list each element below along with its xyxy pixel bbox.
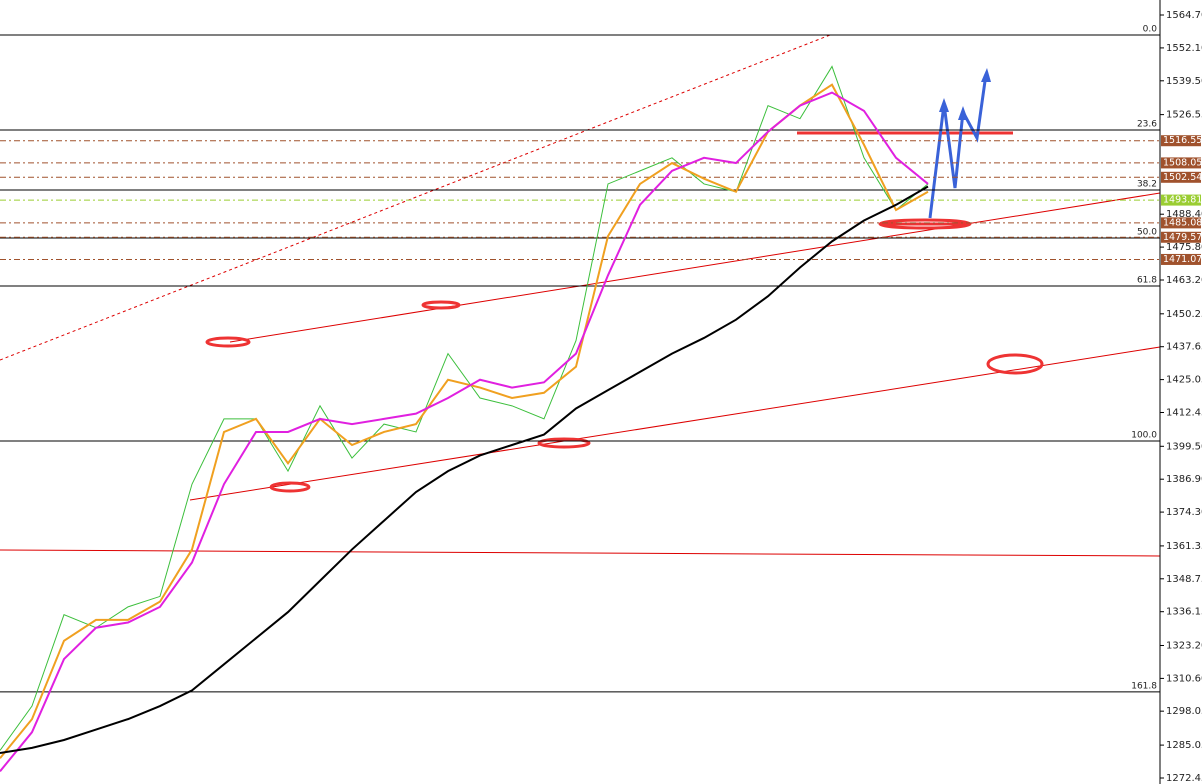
highlight-ellipse	[878, 218, 972, 230]
trend-line	[0, 34, 831, 361]
price-tag-label: 1502.54	[1163, 172, 1202, 183]
series-line	[0, 91, 929, 772]
y-tick-label: 1285.05	[1166, 740, 1202, 751]
y-tick-label: 1374.30	[1166, 507, 1202, 518]
price-tag	[1161, 194, 1201, 206]
highlight-ellipse	[269, 481, 311, 493]
fib-label: 50.0	[1137, 227, 1157, 237]
y-tick-label: 1450.25	[1166, 309, 1202, 320]
highlight-ellipse	[537, 437, 591, 449]
price-tag-label: 1493.81	[1163, 195, 1202, 206]
annotations	[0, 34, 1161, 557]
y-tick-label: 1310.60	[1166, 673, 1202, 684]
trend-line	[189, 346, 1161, 501]
fib-label: 161.8	[1131, 681, 1157, 691]
fib-label: 61.8	[1137, 275, 1157, 285]
price-tag	[1161, 253, 1201, 265]
price-tag	[1161, 157, 1201, 169]
y-tick-label: 1564.70	[1166, 10, 1202, 21]
price-tag-label: 1508.05	[1163, 157, 1202, 168]
y-tick-label: 1412.45	[1166, 407, 1202, 418]
highlight-ellipse	[205, 336, 251, 348]
price-tag-label: 1471.07	[1163, 254, 1202, 265]
arrow-head	[981, 68, 991, 82]
price-tag	[1161, 231, 1201, 243]
price-tag-label: 1516.55	[1163, 135, 1202, 146]
arrow-head	[958, 106, 968, 120]
y-tick-label: 1298.05	[1166, 706, 1202, 717]
y-tick-label: 1361.35	[1166, 541, 1202, 552]
highlight-ellipse	[421, 300, 461, 310]
price-tag	[1161, 171, 1201, 183]
y-tick-label: 1386.90	[1166, 474, 1202, 485]
y-tick-label: 1336.15	[1166, 607, 1202, 618]
fib-label: 100.0	[1131, 430, 1157, 440]
y-tick-label: 1425.05	[1166, 375, 1202, 386]
y-tick-label: 1463.20	[1166, 275, 1202, 286]
y-tick-label: 1272.45	[1166, 773, 1202, 784]
price-tag	[1161, 135, 1201, 147]
fib-label: 23.6	[1137, 119, 1157, 129]
price-tag-label: 1485.08	[1163, 217, 1202, 228]
price-tag-label: 1479.57	[1163, 232, 1202, 243]
series-line	[0, 65, 929, 751]
y-tick-label: 1488.40	[1166, 209, 1202, 220]
fib-label: 0.0	[1143, 24, 1158, 34]
forecast-arrow	[961, 73, 988, 143]
y-tick-label: 1437.65	[1166, 342, 1202, 353]
price-tag	[1161, 217, 1201, 229]
y-tick-label: 1323.20	[1166, 641, 1202, 652]
trend-line	[229, 192, 1161, 343]
arrow-head	[939, 98, 949, 112]
highlight-ellipse	[986, 353, 1044, 375]
y-tick-label: 1552.10	[1166, 43, 1202, 54]
trend-line	[0, 549, 1161, 557]
series-line	[0, 83, 929, 759]
series-line	[0, 185, 929, 755]
y-tick-label: 1348.75	[1166, 574, 1202, 585]
forecast-arrow	[928, 103, 965, 219]
fib-label: 38.2	[1137, 179, 1157, 189]
y-tick-label: 1475.80	[1166, 242, 1202, 253]
y-tick-label: 1539.50	[1166, 76, 1202, 87]
y-tick-label: 1526.55	[1166, 110, 1202, 121]
y-tick-label: 1399.50	[1166, 441, 1202, 452]
